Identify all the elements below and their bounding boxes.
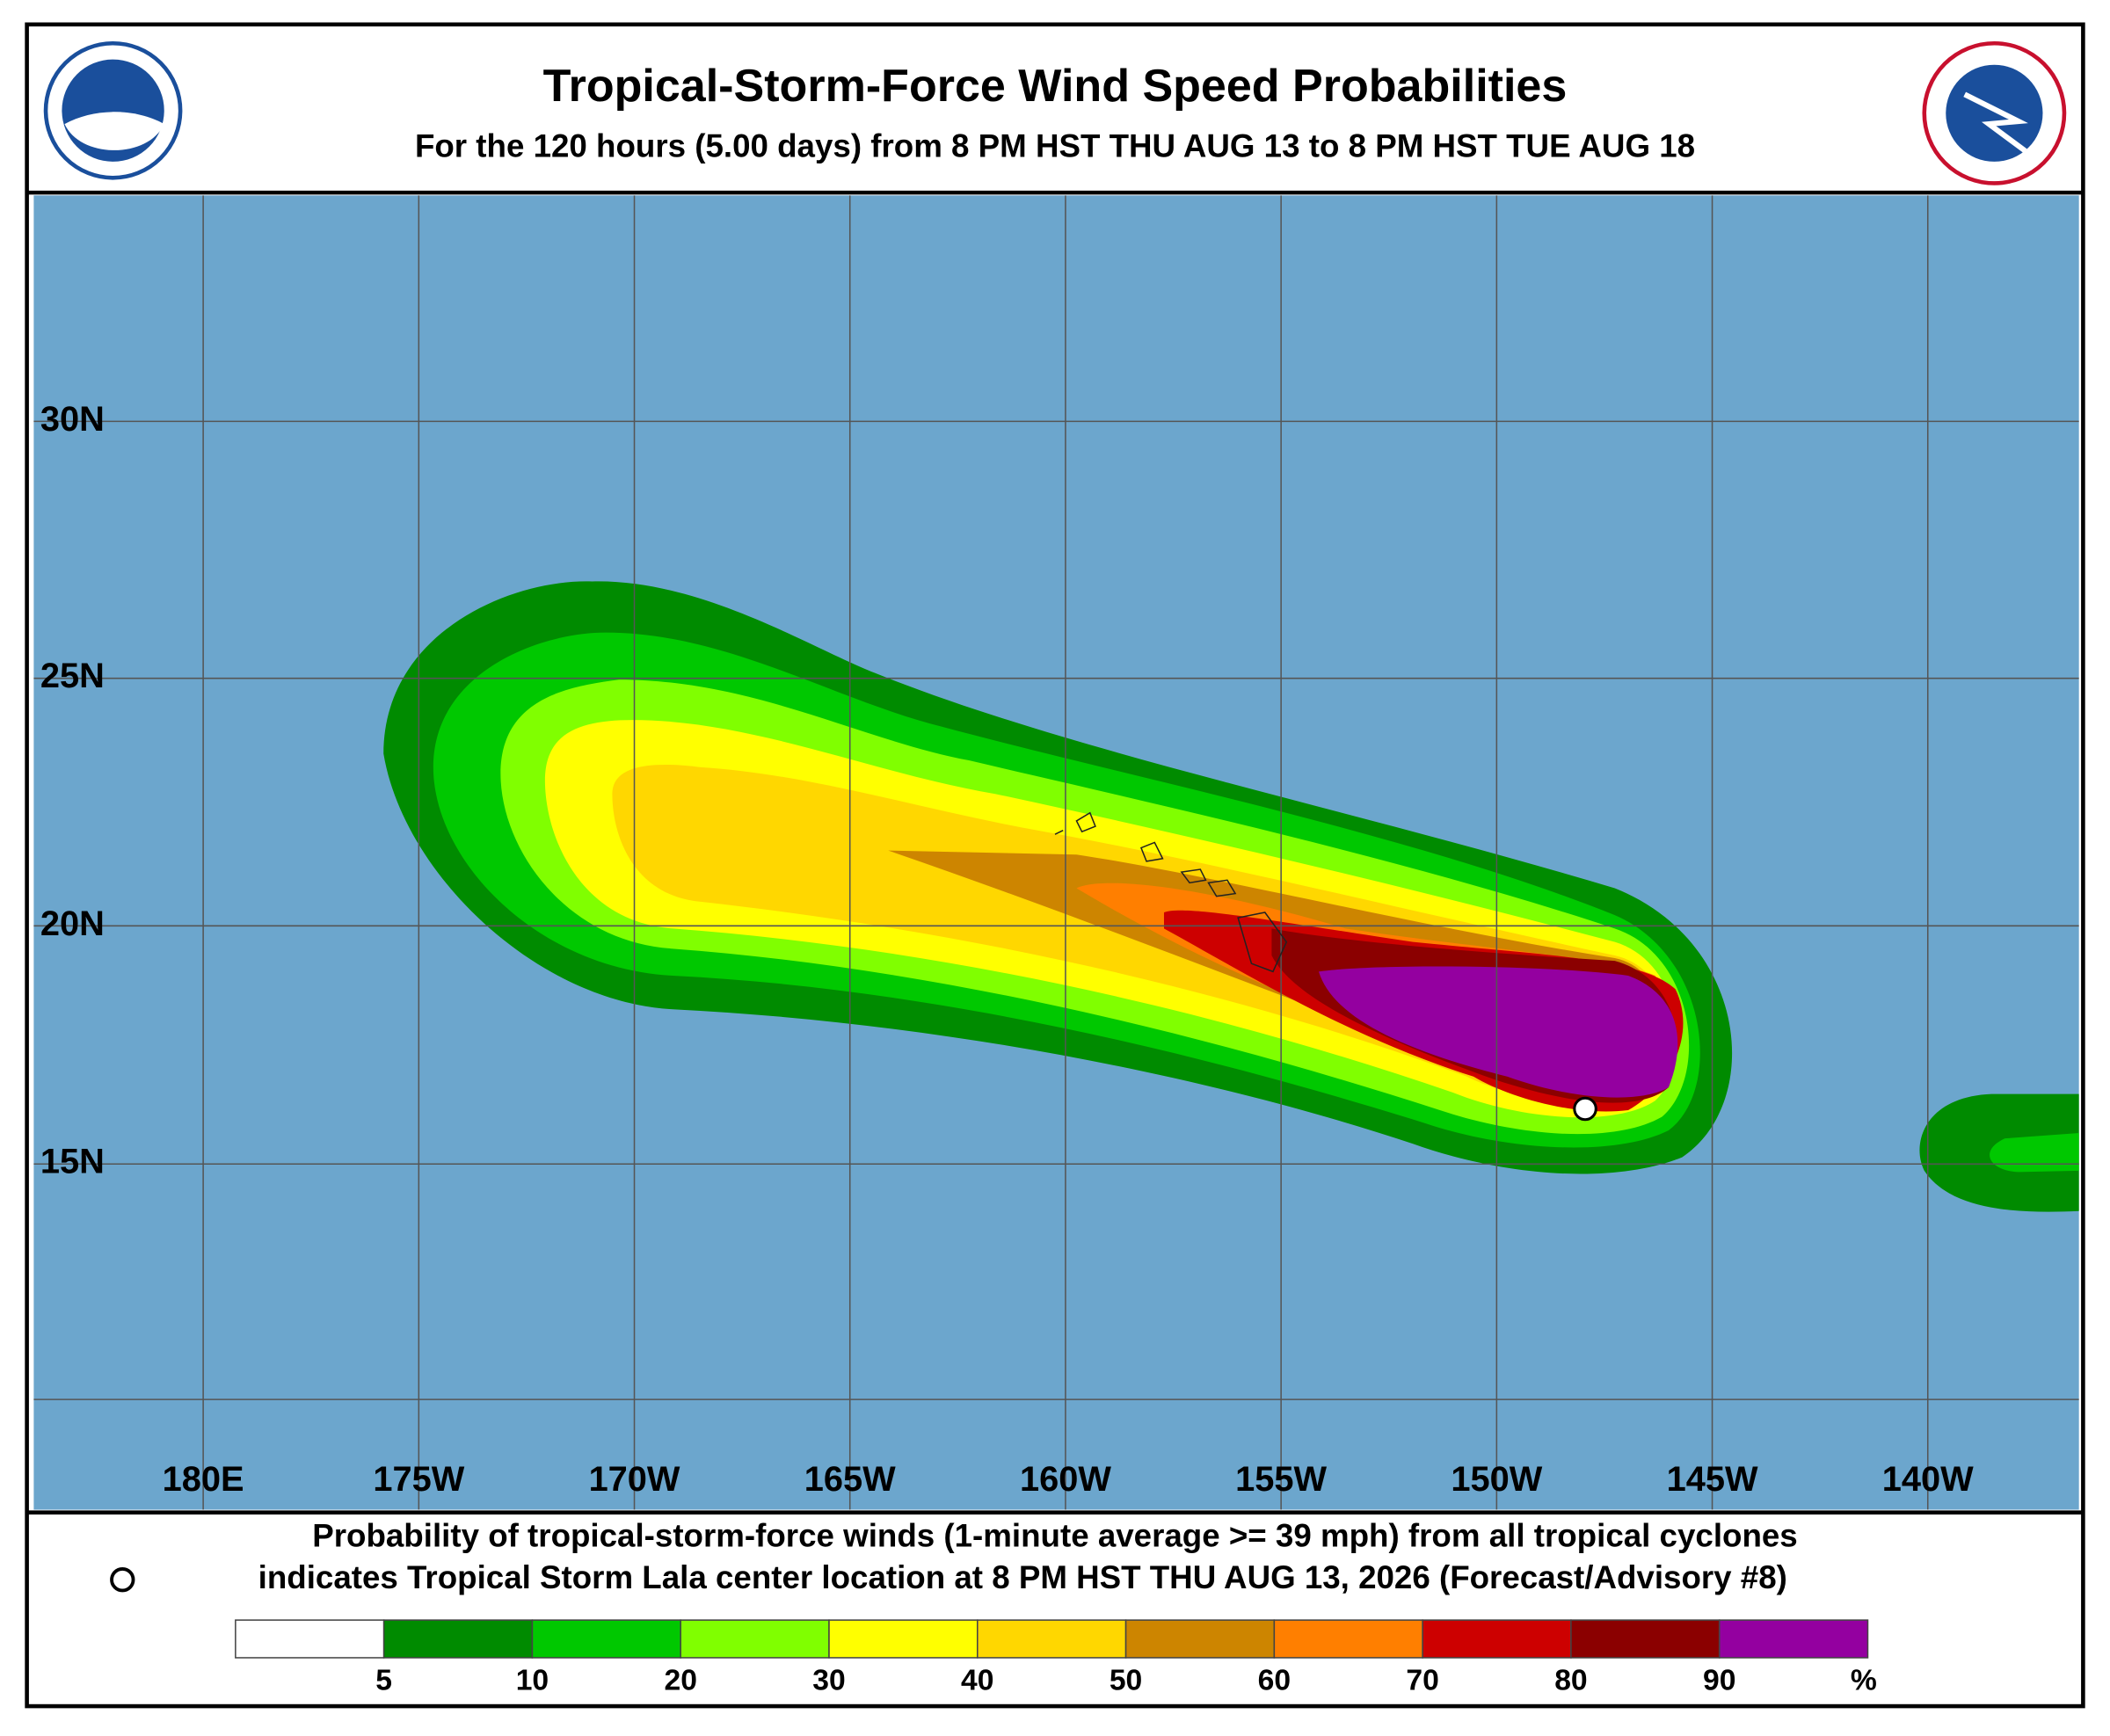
title: Tropical-Storm-Force Wind Speed Probabil… xyxy=(543,61,1568,112)
colorbar-tick-label: 90 xyxy=(1703,1664,1735,1696)
colorbar-swatch xyxy=(1422,1619,1572,1659)
colorbar-tick-label: 10 xyxy=(516,1664,549,1696)
probability-area xyxy=(1990,1133,2079,1173)
colorbar-tick-label: 40 xyxy=(961,1664,993,1696)
colorbar-swatch xyxy=(1570,1619,1721,1659)
colorbar-swatch xyxy=(531,1619,681,1659)
colorbar-tick-label: 80 xyxy=(1554,1664,1587,1696)
colorbar-tick-label: 60 xyxy=(1258,1664,1291,1696)
colorbar-tick-label: 30 xyxy=(812,1664,845,1696)
map xyxy=(33,195,2079,1510)
longitude-label: 175W xyxy=(373,1460,464,1499)
storm-center-symbol xyxy=(110,1567,135,1593)
latitude-label: 25N xyxy=(40,657,105,695)
colorbar-tick-label: 5 xyxy=(375,1664,392,1696)
axis-labels: 180E 175W 170W 165W 160W 155W 150W 145W 140W 30N 2… xyxy=(40,400,1974,1499)
graticule xyxy=(33,195,2079,1510)
colorbar-swatch xyxy=(977,1619,1127,1659)
longitude-label: 150W xyxy=(1451,1460,1542,1499)
colorbar-swatch xyxy=(828,1619,979,1659)
colorbar-swatch xyxy=(1718,1619,1869,1659)
footer-line: indicates Tropical Storm Lala center loc… xyxy=(258,1559,1787,1595)
subtitle: For the 120 hours (5.00 days) from 8 PM … xyxy=(415,127,1695,163)
footer-line: Probability of tropical-storm-force wind… xyxy=(312,1517,1797,1553)
colorbar-tick-label: 50 xyxy=(1110,1664,1142,1696)
colorbar-swatch xyxy=(680,1619,830,1659)
colorbar-tick-label: 20 xyxy=(664,1664,696,1696)
longitude-label: 165W xyxy=(804,1460,896,1499)
longitude-label: 170W xyxy=(589,1460,680,1499)
colorbar-swatch xyxy=(235,1619,385,1659)
islands xyxy=(1054,811,1288,973)
longitude-label: 155W xyxy=(1235,1460,1327,1499)
longitude-label: 145W xyxy=(1667,1460,1758,1499)
nws-logo xyxy=(1922,40,2067,185)
noaa-logo xyxy=(43,40,183,180)
latitude-label: 30N xyxy=(40,400,105,439)
frame xyxy=(25,22,2085,1709)
longitude-label: 160W xyxy=(1020,1460,1111,1499)
probability-area xyxy=(1319,966,1678,1098)
colorbar-swatch xyxy=(1273,1619,1423,1659)
longitude-label: 180E xyxy=(163,1460,244,1499)
colorbar-swatch xyxy=(1124,1619,1276,1659)
colorbar-swatch xyxy=(382,1619,534,1659)
colorbar: 5 10 20 30 40 50 60 70 80 90% xyxy=(235,1619,1877,1696)
storm-center xyxy=(1573,1096,1597,1122)
colorbar-tick-label: 70 xyxy=(1406,1664,1438,1696)
latitude-label: 15N xyxy=(40,1143,105,1181)
colorbar-unit: % xyxy=(1851,1664,1877,1696)
latitude-label: 20N xyxy=(40,904,105,943)
probability-contours xyxy=(383,581,2079,1212)
longitude-label: 140W xyxy=(1882,1460,1974,1499)
